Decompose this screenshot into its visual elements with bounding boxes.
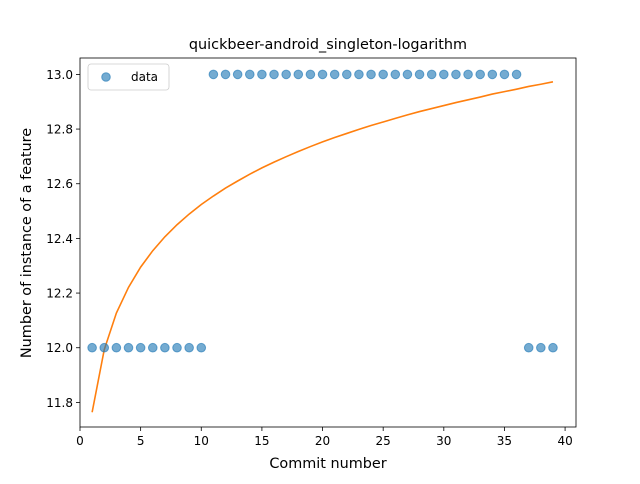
data-point (208, 69, 219, 80)
data-point (147, 342, 158, 353)
fit-line (91, 80, 554, 413)
data-point (111, 342, 122, 353)
x-tick-label: 40 (557, 434, 572, 448)
legend: data (87, 63, 170, 91)
axes-frame (79, 57, 577, 428)
plot-area (87, 69, 558, 413)
data-point (196, 342, 207, 353)
data-point (232, 69, 243, 80)
data-point (378, 69, 388, 80)
x-tick-label: 20 (315, 434, 330, 448)
x-tick-label: 25 (376, 434, 391, 448)
legend-box (87, 63, 170, 91)
data-point (123, 342, 134, 353)
data-point (499, 69, 510, 80)
legend-marker (101, 72, 111, 82)
data-point (439, 69, 449, 80)
data-point (220, 69, 231, 80)
x-tick-label: 35 (497, 434, 512, 448)
data-point (184, 342, 194, 353)
y-tick-label: 12.0 (46, 341, 73, 355)
data-point (354, 69, 364, 80)
legend-label: data (131, 70, 158, 84)
y-axis-label: Number of instance of a feature (19, 128, 35, 358)
data-point (475, 69, 485, 80)
x-tick-label: 30 (436, 434, 451, 448)
x-tick-label: 5 (137, 434, 145, 448)
y-tick-label: 12.8 (46, 123, 73, 137)
x-tick-label: 0 (76, 434, 84, 448)
data-point (317, 69, 328, 80)
data-point (305, 69, 316, 80)
data-point (536, 342, 546, 353)
data-point (244, 69, 255, 80)
x-tick-label: 10 (194, 434, 209, 448)
y-tick-label: 11.8 (46, 396, 73, 410)
data-point (293, 69, 304, 80)
y-tick-label: 13.0 (46, 68, 73, 82)
x-axis-label: Commit number (269, 456, 386, 472)
data-point (451, 69, 461, 80)
data-point (414, 69, 425, 80)
data-point (366, 69, 376, 80)
data-point (426, 69, 437, 80)
data-point (511, 69, 522, 80)
y-tick-label: 12.2 (46, 287, 73, 301)
data-point (523, 342, 534, 353)
data-point (548, 342, 558, 353)
data-point (99, 342, 110, 353)
data-point (463, 69, 473, 80)
data-point (135, 342, 146, 353)
data-point (487, 69, 498, 80)
data-point (160, 342, 170, 353)
data-point (341, 69, 352, 80)
x-tick-label: 15 (254, 434, 269, 448)
x-axis: 0 5 10 15 20 25 30 35 40 (76, 427, 573, 448)
y-axis: 11.8 12.0 12.2 12.4 12.6 12.8 13.0 (46, 68, 80, 410)
data-point (402, 69, 413, 80)
data-point (269, 69, 279, 80)
data-point (390, 69, 401, 80)
data-point (329, 69, 340, 80)
data-point (281, 69, 291, 80)
y-tick-label: 12.4 (46, 232, 73, 246)
data-point (87, 342, 97, 353)
y-tick-label: 12.6 (46, 177, 73, 191)
data-point (257, 69, 267, 80)
chart-title: quickbeer-android_singleton-logarithm (189, 37, 467, 53)
data-point (172, 342, 182, 353)
